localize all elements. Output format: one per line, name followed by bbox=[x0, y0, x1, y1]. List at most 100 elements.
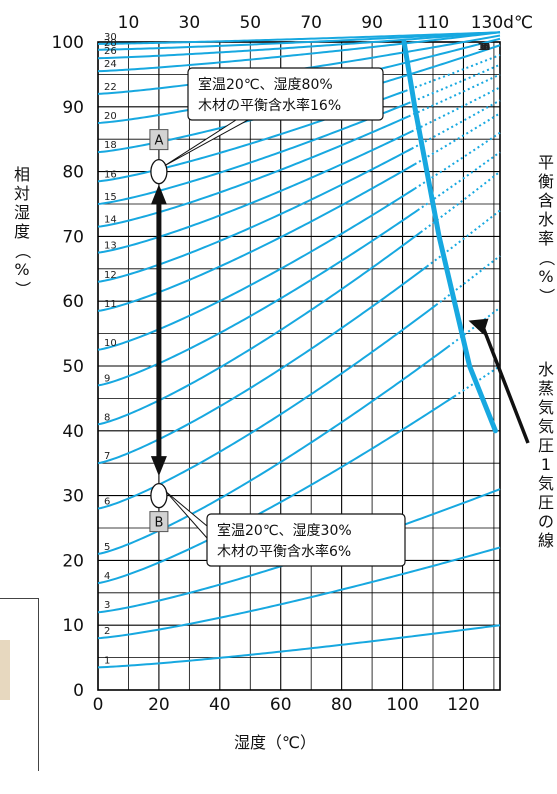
curve-label-right-12: 12 bbox=[478, 42, 491, 53]
right-axis-title-char: % bbox=[538, 267, 553, 286]
curve-label-left-20: 20 bbox=[104, 111, 117, 122]
x-axis-ticks: 0 20 40 60 80 100 120 bbox=[93, 695, 480, 715]
emc-curve-dotted-12 bbox=[411, 99, 501, 150]
curve-label-right-4: 4 bbox=[481, 42, 487, 53]
y-tick-label: 10 bbox=[62, 616, 84, 636]
vapor-line-label-char: 気 bbox=[538, 398, 554, 417]
emc-curve-4 bbox=[97, 395, 455, 585]
curve-label-right-2: 2 bbox=[481, 42, 487, 53]
vapor-line-label-char: 蒸 bbox=[538, 379, 554, 398]
curve-label-left-10: 10 bbox=[104, 338, 117, 349]
top-axis-ticks: 10 30 50 70 90 110 130d℃ bbox=[118, 13, 533, 33]
curve-label-left-15: 15 bbox=[104, 192, 117, 203]
y-axis-title-char: ） bbox=[13, 281, 32, 297]
y-axis-title-char: % bbox=[14, 260, 29, 279]
emc-curve-dotted-14 bbox=[408, 73, 501, 118]
curve-label-left-5: 5 bbox=[104, 542, 110, 553]
top-tick-label: 30 bbox=[179, 13, 201, 33]
y-axis-title-char: （ bbox=[13, 243, 32, 259]
emc-curve-dotted-7 bbox=[426, 209, 501, 268]
curve-label-left-3: 3 bbox=[104, 600, 110, 611]
emc-curve-dotted-4 bbox=[453, 365, 501, 398]
vapor-line-label-char: 水 bbox=[538, 360, 554, 379]
curve-label-right-13: 13 bbox=[478, 42, 491, 53]
curve-labels: 1234567891011121314151618202224262830123… bbox=[104, 32, 490, 666]
callout-box-A bbox=[187, 67, 384, 121]
vapor-line bbox=[401, 39, 498, 434]
marker-label-B: B bbox=[154, 516, 163, 531]
arrow-head-down bbox=[150, 456, 167, 477]
right-axis-title-char: ） bbox=[537, 288, 556, 304]
x-tick-label: 40 bbox=[209, 695, 231, 715]
callout-text-A: 室温20℃、湿度80% bbox=[198, 76, 333, 93]
right-axis-title: 平衡含水率 （% ） bbox=[537, 153, 556, 304]
emc-curve-12 bbox=[97, 147, 413, 283]
x-tick-label: 60 bbox=[270, 695, 292, 715]
emc-curve-15 bbox=[97, 102, 410, 205]
vapor-line-label-char: 1 bbox=[541, 455, 551, 474]
curve-label-left-13: 13 bbox=[104, 241, 117, 252]
vapor-line-label-char: 気 bbox=[538, 417, 554, 436]
curve-label-left-22: 22 bbox=[104, 82, 117, 93]
curve-label-left-6: 6 bbox=[104, 497, 110, 508]
curve-label-left-24: 24 bbox=[104, 59, 117, 70]
vapor-line-label-char: 圧 bbox=[538, 493, 554, 512]
vapor-arrow-head bbox=[468, 318, 489, 335]
right-axis-title-char: 率 bbox=[538, 229, 554, 248]
x-axis-title: 湿度（℃） bbox=[234, 733, 316, 752]
curve-label-right-1: 1 bbox=[481, 42, 487, 53]
curve-label-left-14: 14 bbox=[104, 215, 117, 226]
vapor-line-label-char: 圧 bbox=[538, 436, 554, 455]
vapor-pressure-line bbox=[401, 39, 498, 434]
top-tick-label: 50 bbox=[239, 13, 261, 33]
top-tick-label: 90 bbox=[361, 13, 383, 33]
callout-text-A: 木材の平衡含水率16% bbox=[198, 97, 341, 114]
curve-label-right-15: 15 bbox=[478, 42, 491, 53]
top-tick-label: 110 bbox=[417, 13, 449, 33]
y-axis-ticks: 0 10 20 30 40 50 60 70 80 90 100 bbox=[52, 33, 84, 701]
marker-ellipse-B bbox=[150, 482, 168, 509]
curve-label-right-16: 16 bbox=[478, 42, 491, 53]
right-axis-title-char: 衡 bbox=[538, 172, 554, 191]
emc-curve-13 bbox=[97, 130, 413, 254]
curve-label-right-8: 8 bbox=[481, 42, 487, 53]
right-axis-title-char: 含 bbox=[538, 191, 554, 210]
emc-curve-dotted-13 bbox=[411, 86, 501, 133]
curve-label-left-2: 2 bbox=[104, 626, 110, 637]
callout-text-B: 室温20℃、湿度30% bbox=[217, 522, 352, 539]
curve-label-left-28: 28 bbox=[104, 38, 117, 49]
top-tick-label: 130d℃ bbox=[471, 13, 533, 33]
y-axis-title-char: 湿 bbox=[14, 203, 30, 222]
emc-curve-28 bbox=[97, 31, 501, 51]
emc-curve-10 bbox=[97, 187, 416, 351]
curve-label-left-26: 26 bbox=[104, 46, 117, 57]
y-tick-label: 100 bbox=[52, 33, 84, 53]
vapor-line-label-char: の bbox=[538, 512, 554, 531]
callout-leader-B bbox=[165, 491, 208, 540]
y-axis-title-char: 相 bbox=[14, 165, 30, 184]
emc-curve-24 bbox=[97, 31, 501, 73]
marker-label-A: A bbox=[154, 134, 163, 149]
right-axis-title-char: 平 bbox=[538, 153, 554, 172]
curve-label-left-12: 12 bbox=[104, 270, 117, 281]
marker-box-A bbox=[149, 129, 169, 151]
curve-label-right-10: 10 bbox=[478, 42, 491, 53]
right-axis-title-char: （ bbox=[537, 250, 556, 266]
x-tick-label: 120 bbox=[447, 695, 479, 715]
x-tick-label: 100 bbox=[386, 695, 418, 715]
emc-curve-14 bbox=[97, 115, 410, 228]
emc-curve-7 bbox=[97, 265, 428, 465]
vapor-line-label-char: 気 bbox=[538, 474, 554, 493]
curve-label-left-30: 30 bbox=[104, 32, 117, 43]
curve-label-right-14: 14 bbox=[478, 42, 491, 53]
arrow-head-up bbox=[150, 184, 167, 205]
y-tick-label: 0 bbox=[73, 681, 84, 701]
curve-label-left-18: 18 bbox=[104, 140, 117, 151]
y-tick-label: 40 bbox=[62, 422, 84, 442]
emc-curve-dotted-15 bbox=[408, 63, 501, 104]
curve-label-left-9: 9 bbox=[104, 373, 110, 384]
curve-label-right-7: 7 bbox=[481, 42, 487, 53]
